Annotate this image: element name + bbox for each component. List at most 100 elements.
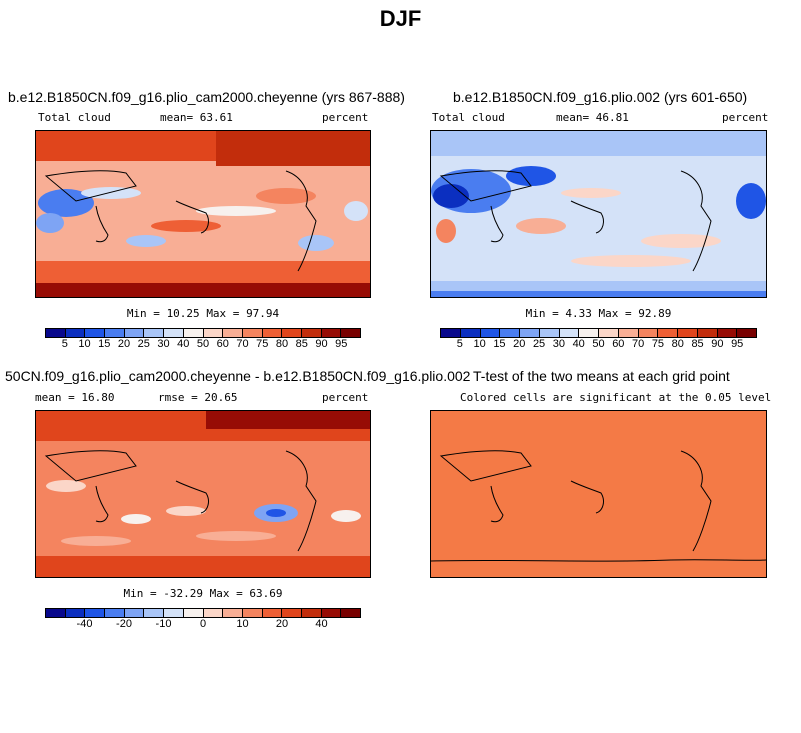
panel2-colorbar xyxy=(440,328,757,338)
colorbar-swatch xyxy=(183,329,204,337)
colorbar-swatch xyxy=(124,329,145,337)
panel2-units: percent xyxy=(722,111,769,124)
colorbar-tick-label: 15 xyxy=(493,338,506,350)
colorbar-swatch xyxy=(737,329,756,337)
colorbar-tick-label: 95 xyxy=(335,338,348,350)
colorbar-swatch xyxy=(717,329,738,337)
colorbar-tick-label: 80 xyxy=(275,338,289,350)
colorbar-tick-label: 5 xyxy=(456,338,463,350)
colorbar-swatch xyxy=(242,609,263,617)
colorbar-tick-label: 10 xyxy=(78,338,91,350)
panel1-variable: Total cloud xyxy=(38,111,111,124)
colorbar-tick-label: 0 xyxy=(199,618,207,630)
colorbar-tick-label: 10 xyxy=(236,618,249,630)
colorbar-swatch xyxy=(223,609,243,617)
colorbar-tick-label: 40 xyxy=(315,618,328,630)
colorbar-swatch xyxy=(658,329,678,337)
colorbar-tick-label: 10 xyxy=(473,338,486,350)
colorbar-tick-label: 40 xyxy=(572,338,585,350)
panel4-subtitle: Colored cells are significant at the 0.0… xyxy=(460,391,772,404)
colorbar-swatch xyxy=(480,329,501,337)
colorbar-swatch xyxy=(500,329,520,337)
panel1-max-value: 97.94 xyxy=(246,307,280,320)
panel2-colorbar-labels: 5 10 15 20 25 30 40 50 60 70 75 80 85 90 95 xyxy=(440,338,757,352)
panel3-mean-value: 16.80 xyxy=(81,391,115,404)
colorbar-swatch xyxy=(124,609,145,617)
colorbar-tick-label: 15 xyxy=(98,338,111,350)
panel2-max-value: 92.89 xyxy=(638,307,672,320)
panel3-rmse: rmse = 20.65 xyxy=(158,391,238,404)
colorbar-swatch xyxy=(242,329,263,337)
panel3-colorbar xyxy=(45,608,361,618)
colorbar-swatch xyxy=(697,329,718,337)
panel1-max-label: Max = xyxy=(206,307,240,320)
panel1-min-label: Min = xyxy=(126,307,160,320)
colorbar-swatch xyxy=(262,609,283,617)
colorbar-tick-label: 50 xyxy=(196,338,210,350)
colorbar-swatch xyxy=(301,609,322,617)
panel1-units: percent xyxy=(322,111,369,124)
colorbar-swatch xyxy=(85,609,106,617)
panel1-min-value: 10.25 xyxy=(166,307,200,320)
panel3-mean: mean = 16.80 xyxy=(35,391,115,404)
colorbar-swatch xyxy=(65,609,86,617)
colorbar-tick-label: 70 xyxy=(236,338,249,350)
panel1-mean-value: 63.61 xyxy=(199,111,233,124)
colorbar-tick-label: 25 xyxy=(137,338,150,350)
colorbar-swatch xyxy=(203,609,224,617)
colorbar-swatch xyxy=(282,329,302,337)
colorbar-swatch xyxy=(599,329,619,337)
panel3-max-label: Max = xyxy=(209,587,243,600)
colorbar-swatch xyxy=(65,329,86,337)
panel3-mean-label: mean = xyxy=(35,391,75,404)
colorbar-swatch xyxy=(144,609,165,617)
panel3-rmse-label: rmse = xyxy=(158,391,198,404)
colorbar-tick-label: 85 xyxy=(295,338,308,350)
colorbar-swatch xyxy=(144,329,165,337)
panel3-min-value: -32.29 xyxy=(163,587,203,600)
panel3-colorbar-labels: -40 -20 -10 0 10 20 40 xyxy=(45,618,361,632)
colorbar-swatch xyxy=(183,609,204,617)
panel1-colorbar xyxy=(45,328,361,338)
colorbar-swatch xyxy=(559,329,580,337)
colorbar-tick-label: 70 xyxy=(632,338,645,350)
colorbar-tick-label: 5 xyxy=(61,338,68,350)
colorbar-swatch xyxy=(321,329,342,337)
colorbar-swatch xyxy=(223,329,243,337)
colorbar-swatch xyxy=(579,329,599,337)
panel3-units: percent xyxy=(322,391,369,404)
colorbar-tick-label: -10 xyxy=(155,618,172,630)
colorbar-tick-label: 75 xyxy=(651,338,665,350)
colorbar-tick-label: 90 xyxy=(711,338,724,350)
colorbar-tick-label: 50 xyxy=(592,338,605,350)
panel2-mean: mean= 46.81 xyxy=(556,111,629,124)
panel2-mean-label: mean= xyxy=(556,111,590,124)
panel2-min-label: Min = xyxy=(525,307,559,320)
colorbar-swatch xyxy=(262,329,283,337)
panel2-map xyxy=(430,130,767,298)
colorbar-tick-label: 95 xyxy=(731,338,744,350)
panel1-mean: mean= 63.61 xyxy=(160,111,233,124)
panel3-title: 50CN.f09_g16.plio_cam2000.cheyenne - b.e… xyxy=(5,368,471,384)
colorbar-swatch xyxy=(164,329,184,337)
colorbar-swatch xyxy=(460,329,481,337)
panel1-minmax: Min = 10.25 Max = 97.94 xyxy=(35,307,371,320)
colorbar-tick-label: 40 xyxy=(177,338,190,350)
colorbar-swatch xyxy=(321,609,342,617)
colorbar-tick-label: 75 xyxy=(256,338,269,350)
colorbar-swatch xyxy=(678,329,698,337)
panel2-max-label: Max = xyxy=(598,307,632,320)
colorbar-tick-label: -20 xyxy=(116,618,132,630)
colorbar-swatch xyxy=(301,329,322,337)
colorbar-tick-label: 60 xyxy=(612,338,625,350)
colorbar-swatch xyxy=(85,329,106,337)
panel3-minmax: Min = -32.29 Max = 63.69 xyxy=(35,587,371,600)
colorbar-tick-label: 90 xyxy=(315,338,328,350)
panel2-minmax: Min = 4.33 Max = 92.89 xyxy=(430,307,767,320)
panel1-mean-label: mean= xyxy=(160,111,194,124)
colorbar-swatch xyxy=(638,329,659,337)
panel1-colorbar-labels: 5 10 15 20 25 30 40 50 60 70 75 80 85 90 95 xyxy=(45,338,361,352)
colorbar-swatch xyxy=(282,609,302,617)
colorbar-swatch xyxy=(520,329,540,337)
colorbar-swatch xyxy=(105,329,125,337)
